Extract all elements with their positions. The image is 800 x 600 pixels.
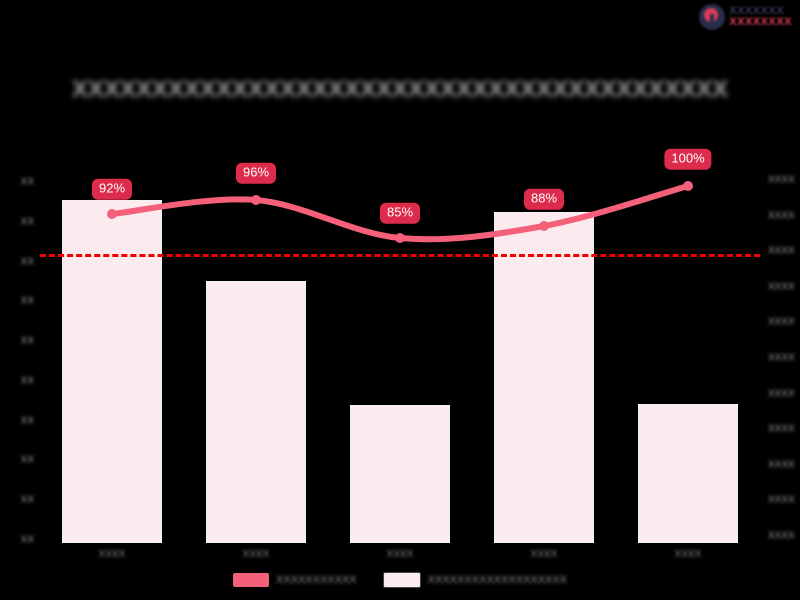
y-axis-right-tick-5: XXXX bbox=[768, 352, 795, 364]
line-marker-1 bbox=[251, 195, 261, 205]
y-axis-right-tick-10: XXXX bbox=[768, 530, 795, 542]
y-axis-left-tick-1: XX bbox=[20, 216, 34, 228]
y-axis-right-tick-4: XXXX bbox=[768, 316, 795, 328]
logo-mark-icon bbox=[699, 4, 726, 30]
y-axis-left-tick-8: XX bbox=[20, 494, 34, 506]
x-axis-category-1: XXXX bbox=[242, 549, 270, 560]
bar-3 bbox=[494, 212, 594, 543]
y-axis-left-tick-3: XX bbox=[20, 295, 34, 307]
y-axis-right-tick-8: XXXX bbox=[768, 459, 795, 471]
x-axis-category-3: XXXX bbox=[530, 549, 558, 560]
line-marker-2 bbox=[395, 233, 405, 243]
logo-wordmark: XXXXXXX XXXXXXXX bbox=[729, 6, 792, 28]
y-axis-right-tick-3: XXXX bbox=[768, 281, 795, 293]
legend-swatch-0 bbox=[232, 573, 269, 587]
chart-title: XXXXXXXXXXXXXXXXXXXXXXXXXXXXXXXXXXXXXXXX… bbox=[71, 76, 729, 103]
bar-1 bbox=[206, 281, 306, 543]
y-axis-left-tick-6: XX bbox=[20, 415, 34, 427]
x-axis-category-4: XXXX bbox=[674, 549, 702, 560]
plot-area: 92% 96% 85% 88% 100% bbox=[40, 148, 760, 543]
y-axis-right-tick-9: XXXX bbox=[768, 494, 795, 506]
data-label-4: 100% bbox=[664, 148, 712, 170]
y-axis-right-tick-2: XXXX bbox=[768, 245, 795, 257]
y-axis-left-tick-5: XX bbox=[20, 375, 34, 387]
legend-label-0: XXXXXXXXXXX bbox=[275, 574, 357, 586]
legend-item-1[interactable]: XXXXXXXXXXXXXXXXXXX bbox=[382, 572, 568, 588]
legend-item-0[interactable]: XXXXXXXXXXX bbox=[232, 573, 357, 587]
data-label-2: 85% bbox=[379, 202, 421, 224]
y-axis-left-tick-4: XX bbox=[20, 335, 34, 347]
line-marker-4 bbox=[683, 181, 693, 191]
x-axis-category-0: XXXX bbox=[98, 549, 126, 560]
logo-line-1: XXXXXXX bbox=[729, 5, 785, 17]
legend-swatch-1 bbox=[382, 572, 421, 588]
data-label-1: 96% bbox=[235, 162, 277, 184]
legend-label-1: XXXXXXXXXXXXXXXXXXX bbox=[427, 574, 568, 586]
y-axis-left-tick-0: XX bbox=[20, 176, 34, 188]
y-axis-right-tick-1: XXXX bbox=[768, 210, 795, 222]
x-axis-category-2: XXXX bbox=[386, 549, 414, 560]
logo-line-2: XXXXXXXX bbox=[729, 16, 792, 28]
y-axis-left-tick-2: XX bbox=[20, 256, 34, 268]
brand-logo: XXXXXXX XXXXXXXX bbox=[699, 4, 792, 30]
y-axis-right-tick-7: XXXX bbox=[768, 423, 795, 435]
y-axis-left-tick-9: XX bbox=[20, 534, 34, 546]
reference-line bbox=[40, 254, 760, 257]
y-axis-right-tick-6: XXXX bbox=[768, 388, 795, 400]
data-label-3: 88% bbox=[523, 188, 565, 210]
data-label-0: 92% bbox=[91, 178, 133, 200]
bar-4 bbox=[638, 404, 738, 543]
bar-2 bbox=[350, 405, 450, 543]
y-axis-right-tick-0: XXXX bbox=[768, 174, 795, 186]
bar-0 bbox=[62, 200, 162, 543]
y-axis-left-tick-7: XX bbox=[20, 454, 34, 466]
chart-legend: XXXXXXXXXXX XXXXXXXXXXXXXXXXXXX bbox=[0, 572, 800, 588]
